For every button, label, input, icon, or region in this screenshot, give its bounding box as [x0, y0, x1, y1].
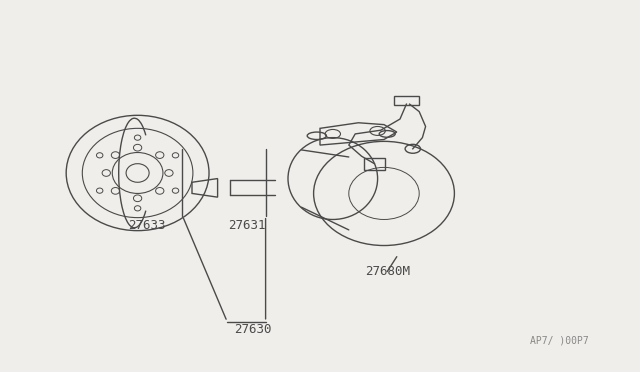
Text: 27630: 27630 — [234, 323, 271, 336]
Text: 27631: 27631 — [228, 219, 265, 231]
Text: AP7/ )00P7: AP7/ )00P7 — [530, 336, 589, 346]
Text: 27633: 27633 — [129, 219, 166, 231]
Text: 27680M: 27680M — [365, 265, 410, 278]
